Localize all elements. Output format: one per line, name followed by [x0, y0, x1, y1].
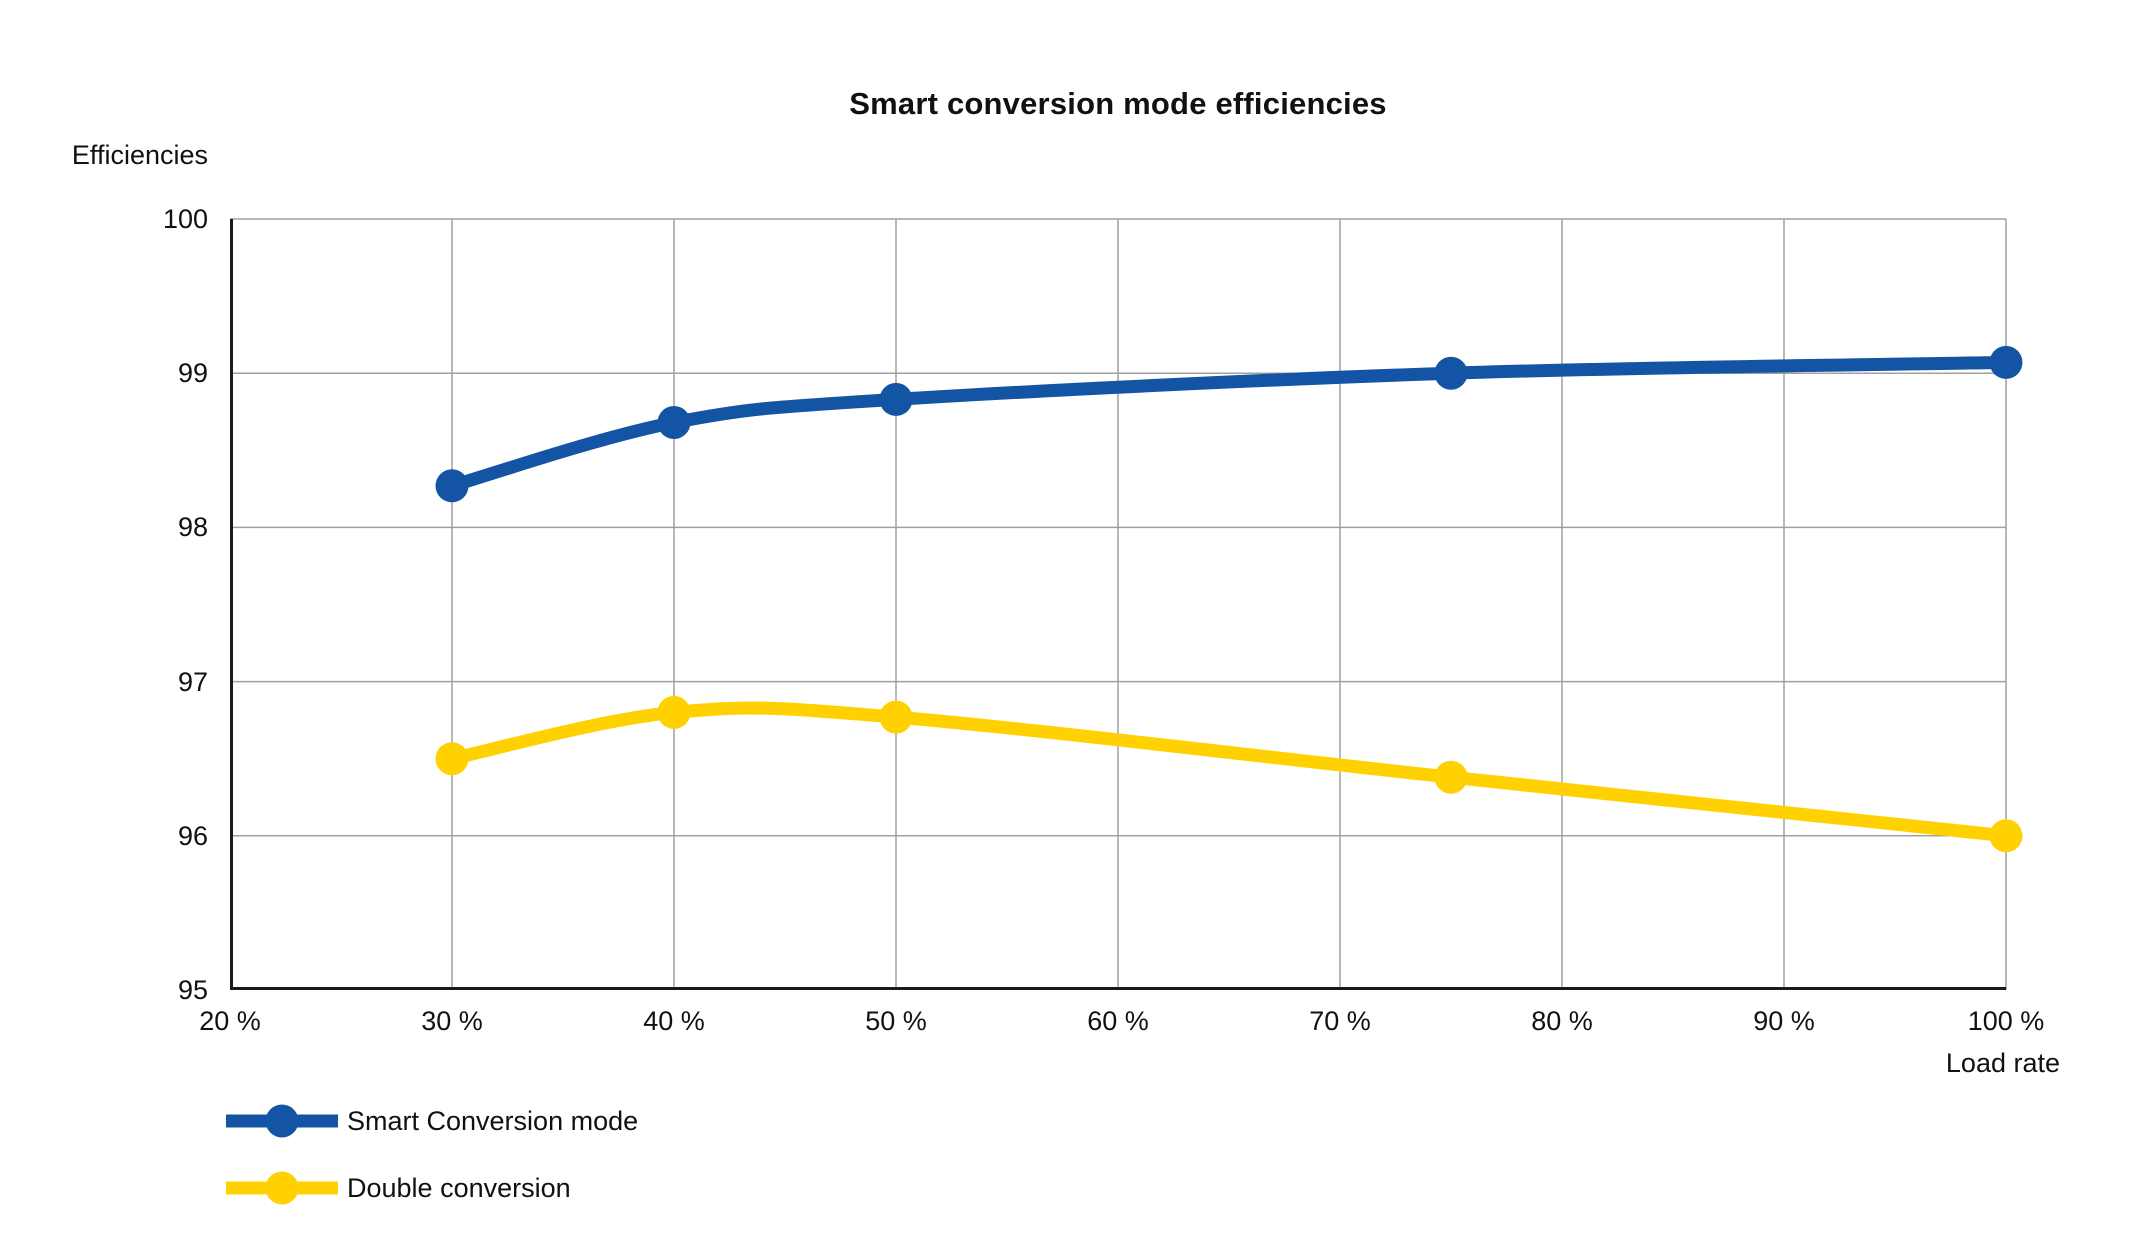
y-tick-label: 100	[162, 204, 208, 234]
data-point-smart-conversion-mode	[1434, 356, 1468, 390]
x-tick-label: 80 %	[1531, 1006, 1593, 1036]
data-point-double-conversion	[1989, 819, 2023, 853]
y-tick-label: 96	[177, 820, 208, 851]
x-tick-label: 50 %	[865, 1006, 927, 1036]
x-tick-label: 90 %	[1753, 1006, 1815, 1036]
data-point-double-conversion	[435, 742, 469, 776]
legend-swatch-icon	[226, 1104, 338, 1138]
plot-area	[230, 218, 2023, 990]
chart-title: Smart conversion mode efficiencies	[849, 86, 1387, 121]
data-point-smart-conversion-mode	[879, 382, 913, 416]
data-point-smart-conversion-mode	[435, 469, 469, 503]
legend-dot-icon	[265, 1104, 299, 1138]
data-point-double-conversion	[879, 700, 913, 734]
legend: Smart Conversion mode Double conversion	[226, 1097, 638, 1231]
data-point-smart-conversion-mode	[1989, 345, 2023, 379]
y-tick-label: 95	[177, 975, 208, 1005]
legend-item-smart-conversion-mode: Smart Conversion mode	[226, 1097, 638, 1145]
y-tick-label: 99	[177, 358, 208, 389]
data-point-double-conversion	[1434, 760, 1468, 794]
x-tick-label: 100 %	[1967, 1006, 2045, 1036]
legend-dot-icon	[265, 1171, 299, 1205]
x-tick-label: 20 %	[199, 1006, 261, 1036]
y-tick-label: 98	[177, 512, 208, 543]
legend-item-double-conversion: Double conversion	[226, 1164, 638, 1212]
legend-label: Double conversion	[347, 1172, 571, 1203]
legend-swatch-icon	[226, 1171, 338, 1205]
data-point-double-conversion	[657, 695, 691, 729]
x-tick-label: 30 %	[421, 1006, 483, 1036]
legend-label: Smart Conversion mode	[347, 1105, 639, 1136]
y-tick-label: 97	[177, 666, 208, 697]
x-tick-label: 60 %	[1087, 1006, 1149, 1036]
chart-plot-svg	[230, 218, 2023, 990]
x-tick-label: 40 %	[643, 1006, 705, 1036]
series-line-smart-conversion-mode	[445, 355, 2013, 493]
x-axis-title: Load rate	[1945, 1048, 2060, 1078]
data-point-smart-conversion-mode	[657, 406, 691, 439]
x-tick-label: 70 %	[1309, 1006, 1371, 1036]
series-line-double-conversion	[445, 701, 2013, 843]
y-axis-title: Efficiencies	[71, 140, 208, 170]
